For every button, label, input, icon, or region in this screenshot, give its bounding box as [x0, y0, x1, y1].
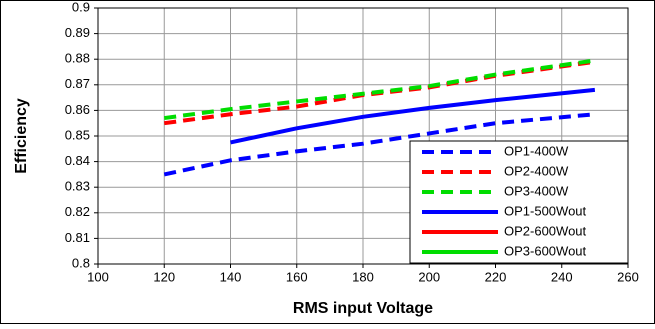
- x-tick-label: 140: [220, 269, 242, 284]
- legend-label: OP2-600Wout: [504, 223, 587, 238]
- series-line: [163, 58, 596, 121]
- y-tick-label: 0.81: [65, 230, 90, 245]
- y-tick-label: 0.84: [65, 153, 90, 168]
- legend-box: [409, 140, 629, 264]
- y-tick-label: 0.86: [65, 102, 90, 117]
- legend-label: OP3-600Wout: [504, 243, 587, 258]
- legend-label: OP3-400W: [504, 183, 569, 198]
- x-tick-label: 120: [153, 269, 175, 284]
- x-axis-label: RMS input Voltage: [293, 300, 433, 317]
- x-tick-label: 260: [617, 269, 639, 284]
- x-tick-label: 240: [551, 269, 573, 284]
- x-tick-label: 160: [286, 269, 308, 284]
- y-tick-label: 0.89: [65, 25, 90, 40]
- x-tick-label: 220: [485, 269, 507, 284]
- y-tick-label: 0.88: [65, 51, 90, 66]
- y-tick-label: 0.83: [65, 179, 90, 194]
- y-tick-label: 0.87: [65, 76, 90, 91]
- series-line: [163, 112, 596, 177]
- legend-label: OP1-500Wout: [504, 203, 587, 218]
- y-tick-label: 0.8: [72, 255, 90, 270]
- legend-label: OP2-400W: [504, 163, 569, 178]
- y-tick-label: 0.82: [65, 204, 90, 219]
- legend-label: OP1-400W: [504, 143, 569, 158]
- y-axis-label: Efficiency: [13, 98, 30, 174]
- x-tick-label: 100: [87, 269, 109, 284]
- x-tick-label: 180: [352, 269, 374, 284]
- y-tick-label: 0.85: [65, 127, 90, 142]
- y-tick-label: 0.9: [72, 0, 90, 14]
- series-line: [230, 87, 596, 145]
- plot-border: [97, 7, 629, 265]
- x-tick-label: 200: [418, 269, 440, 284]
